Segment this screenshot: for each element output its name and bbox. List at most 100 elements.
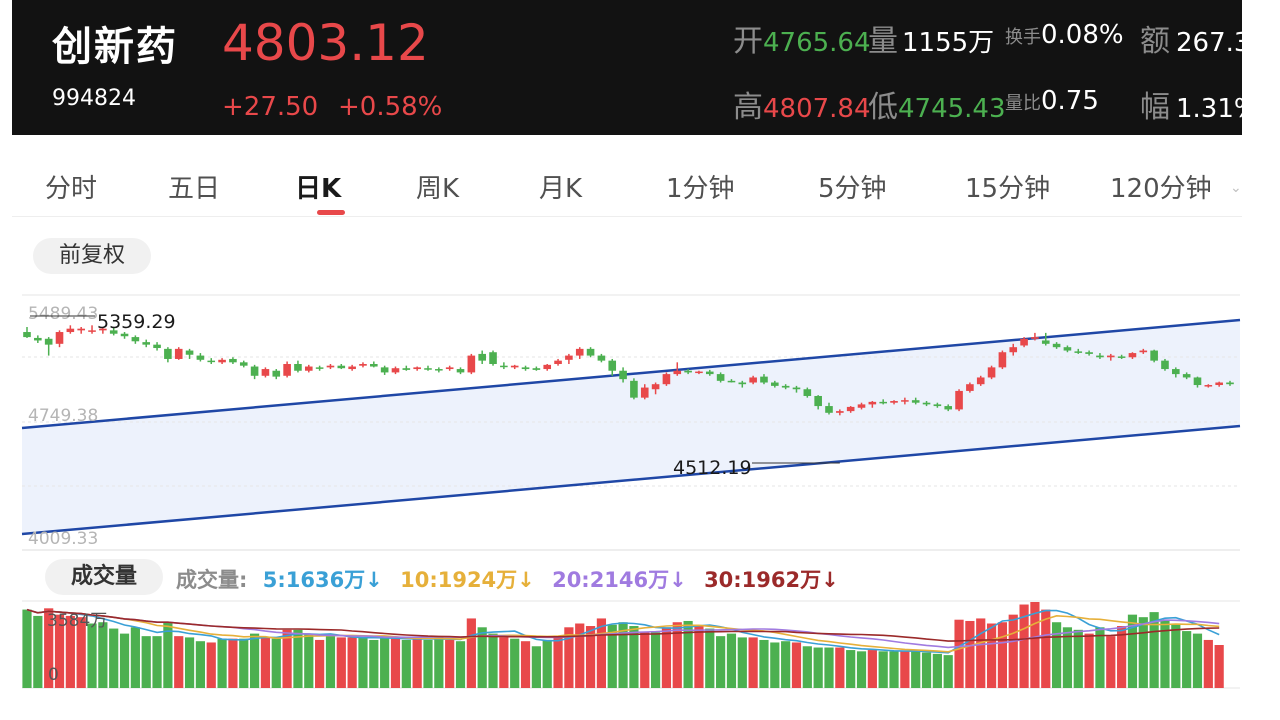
volume-bar <box>390 638 401 688</box>
volume-bar <box>791 642 802 688</box>
volume-bar <box>607 624 617 688</box>
candle <box>304 366 313 371</box>
volume-bar <box>770 642 780 688</box>
volume-bar <box>553 637 563 688</box>
volume-bar <box>206 642 216 688</box>
tab-timeshare[interactable]: 分时 <box>45 174 98 204</box>
volume-ma10: 10:1924万↓ <box>400 568 535 592</box>
volume-bar <box>694 626 704 688</box>
volume-bar <box>954 619 964 688</box>
volume-bar <box>163 622 173 688</box>
tab-5min[interactable]: 5分钟 <box>818 174 887 204</box>
tab-five-day[interactable]: 五日 <box>168 174 221 204</box>
candle <box>164 348 172 359</box>
candle <box>510 365 519 368</box>
tab-1min[interactable]: 1分钟 <box>666 174 735 204</box>
candle <box>196 355 205 360</box>
candle <box>77 328 85 331</box>
volume-bar <box>813 647 823 688</box>
volume-bar <box>1171 623 1181 688</box>
volume-indicator-button[interactable]: 成交量 <box>45 559 163 595</box>
tab-weekly-k[interactable]: 周K <box>416 174 460 204</box>
stat-volume-ratio: 量比0.75 <box>1005 86 1099 116</box>
price-axis-label: 4009.33 <box>28 529 98 549</box>
candle <box>521 367 530 370</box>
candle <box>543 364 552 370</box>
candle <box>792 387 801 390</box>
candle <box>1128 353 1137 358</box>
volume-bar <box>1051 622 1062 688</box>
volume-bar <box>1149 612 1159 688</box>
volume-bar <box>195 641 206 688</box>
candle <box>1182 374 1191 378</box>
candle <box>120 333 129 337</box>
tab-120min[interactable]: 120分钟 <box>1110 174 1212 204</box>
tab-daily-k[interactable]: 日K <box>295 174 342 204</box>
candle <box>1226 382 1234 385</box>
candle <box>1193 377 1202 386</box>
adjust-mode-button[interactable]: 前复权 <box>33 238 151 274</box>
candle <box>771 382 779 386</box>
candle <box>131 337 140 342</box>
volume-bar <box>65 615 75 688</box>
volume-bar <box>1084 633 1094 688</box>
candle <box>23 332 31 338</box>
candle <box>239 362 248 366</box>
volume-bar <box>889 651 899 688</box>
volume-bar <box>1214 645 1224 688</box>
candle <box>716 374 725 381</box>
volume-bar <box>846 650 856 688</box>
candle <box>781 385 790 388</box>
volume-bar <box>640 632 650 688</box>
volume-bar <box>705 628 715 688</box>
candle <box>326 365 335 368</box>
candle <box>44 338 53 345</box>
stat-turnover: 换手0.08% <box>1005 20 1124 50</box>
tab-monthly-k[interactable]: 月K <box>539 174 583 204</box>
price-axis-label: 4749.38 <box>28 406 98 426</box>
candle <box>1117 356 1126 358</box>
volume-bar <box>260 637 271 688</box>
volume-bar <box>445 639 455 688</box>
volume-bar <box>997 622 1008 688</box>
volume-bar <box>325 636 336 688</box>
volume-bar <box>239 638 249 688</box>
volume-bar <box>737 637 747 688</box>
chevron-down-icon[interactable]: ⌄ <box>1230 180 1242 196</box>
candle <box>1041 340 1050 344</box>
candle <box>966 384 974 391</box>
volume-bar <box>1127 614 1138 688</box>
candle <box>944 406 953 410</box>
volume-bar <box>1008 614 1018 688</box>
volume-bar <box>575 623 585 688</box>
volume-bar <box>423 639 433 688</box>
volume-ma30: 30:1962万↓ <box>704 568 839 592</box>
candle <box>879 401 887 404</box>
active-tab-indicator <box>317 210 345 215</box>
volume-bar <box>1041 609 1051 688</box>
candle <box>55 332 64 344</box>
volume-ma-line <box>26 608 1220 654</box>
volume-bar <box>1073 629 1083 688</box>
tab-15min[interactable]: 15分钟 <box>965 174 1051 204</box>
candle <box>1031 337 1039 339</box>
volume-bar <box>282 629 292 688</box>
volume-bar <box>510 638 520 688</box>
candle <box>846 406 855 412</box>
volume-bar <box>499 637 509 688</box>
stat-amplitude: 幅1.31% <box>1140 90 1242 125</box>
volume-bar <box>1138 617 1148 688</box>
candle <box>901 400 909 402</box>
candle <box>586 348 595 356</box>
candle <box>218 359 226 363</box>
volume-bar <box>130 627 140 688</box>
candle <box>760 376 768 383</box>
candle <box>1009 347 1018 353</box>
candle <box>185 350 194 355</box>
volume-bar <box>835 647 845 688</box>
volume-bar <box>986 623 997 688</box>
stat-low: 低4745.43 <box>868 90 1006 125</box>
volume-bar <box>293 629 303 688</box>
candle <box>911 400 920 403</box>
